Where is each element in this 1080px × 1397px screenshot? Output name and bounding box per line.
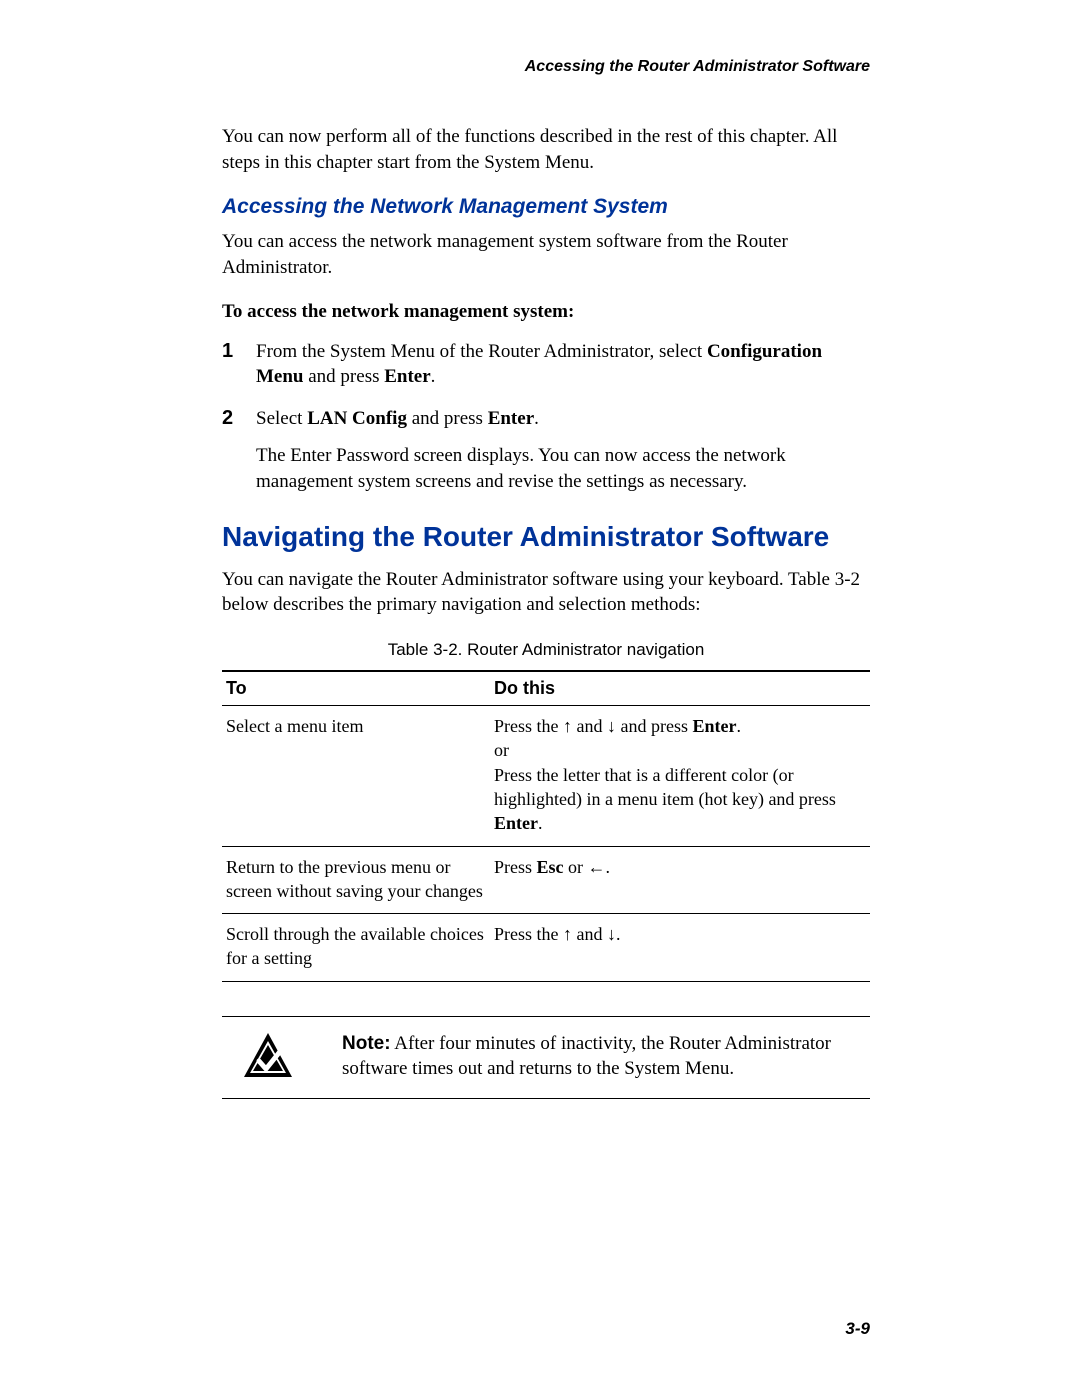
nms-lead: You can access the network management sy… xyxy=(222,229,870,280)
cell-do: Press the ↑ and ↓ and press Enter.orPres… xyxy=(490,706,870,846)
step-number: 2 xyxy=(222,406,256,495)
step-item: 2 Select LAN Config and press Enter. The… xyxy=(222,406,870,495)
page-number: 3-9 xyxy=(845,1319,870,1339)
table-row: Scroll through the available choices for… xyxy=(222,914,870,982)
column-header-to: To xyxy=(222,671,490,706)
step-text: From the System Menu of the Router Admin… xyxy=(256,339,870,390)
cell-do: Press Esc or ←. xyxy=(490,846,870,914)
nms-procedure-head: To access the network management system: xyxy=(222,301,870,323)
heading-navigating: Navigating the Router Administrator Soft… xyxy=(222,521,870,553)
note-block: Note: After four minutes of inactivity, … xyxy=(222,1016,870,1099)
table-header-row: To Do this xyxy=(222,671,870,706)
note-text: Note: After four minutes of inactivity, … xyxy=(342,1031,870,1082)
step-number: 1 xyxy=(222,339,256,390)
heading-nms: Accessing the Network Management System xyxy=(222,195,870,219)
nms-steps-list: 1 From the System Menu of the Router Adm… xyxy=(222,339,870,495)
running-header: Accessing the Router Administrator Softw… xyxy=(222,58,870,76)
table-caption: Table 3-2. Router Administrator navigati… xyxy=(222,640,870,660)
cell-to: Select a menu item xyxy=(222,706,490,846)
document-page: Accessing the Router Administrator Softw… xyxy=(0,0,1080,1397)
step-text: Select LAN Config and press Enter. xyxy=(256,406,870,432)
cell-do: Press the ↑ and ↓. xyxy=(490,914,870,982)
step-body: From the System Menu of the Router Admin… xyxy=(256,339,870,390)
table-row: Return to the previous menu or screen wi… xyxy=(222,846,870,914)
table-row: Select a menu item Press the ↑ and ↓ and… xyxy=(222,706,870,846)
nav-lead: You can navigate the Router Administrato… xyxy=(222,567,870,618)
step-after-text: The Enter Password screen displays. You … xyxy=(256,443,870,494)
column-header-do: Do this xyxy=(490,671,870,706)
cell-to: Return to the previous menu or screen wi… xyxy=(222,846,490,914)
step-body: Select LAN Config and press Enter. The E… xyxy=(256,406,870,495)
intro-paragraph: You can now perform all of the functions… xyxy=(222,124,870,175)
note-body: After four minutes of inactivity, the Ro… xyxy=(342,1033,831,1080)
triangle-check-icon xyxy=(222,1031,342,1081)
nav-table: To Do this Select a menu item Press the … xyxy=(222,670,870,982)
note-label: Note: xyxy=(342,1033,391,1054)
cell-to: Scroll through the available choices for… xyxy=(222,914,490,982)
step-item: 1 From the System Menu of the Router Adm… xyxy=(222,339,870,390)
